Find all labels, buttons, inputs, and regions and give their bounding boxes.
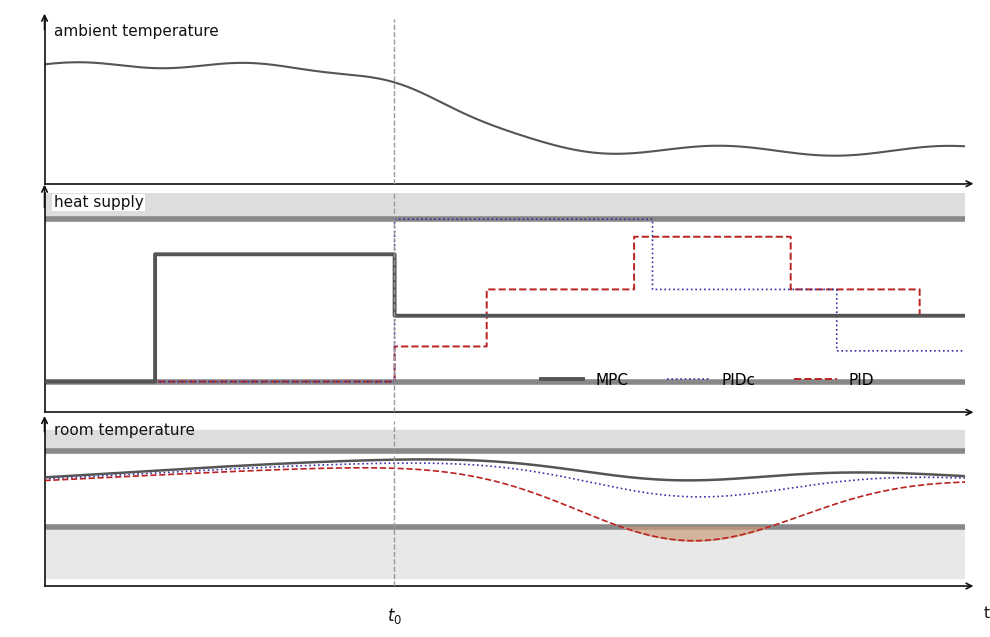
Text: ambient temperature: ambient temperature xyxy=(53,24,219,39)
Text: time: time xyxy=(984,606,990,621)
Text: room temperature: room temperature xyxy=(53,423,195,438)
Legend: MPC, PIDc, PID: MPC, PIDc, PID xyxy=(535,366,880,394)
Bar xyxy=(45,193,965,219)
Text: heat supply: heat supply xyxy=(53,195,144,210)
Text: $t_0$: $t_0$ xyxy=(387,606,402,626)
Bar xyxy=(45,527,965,578)
Bar xyxy=(45,430,965,451)
